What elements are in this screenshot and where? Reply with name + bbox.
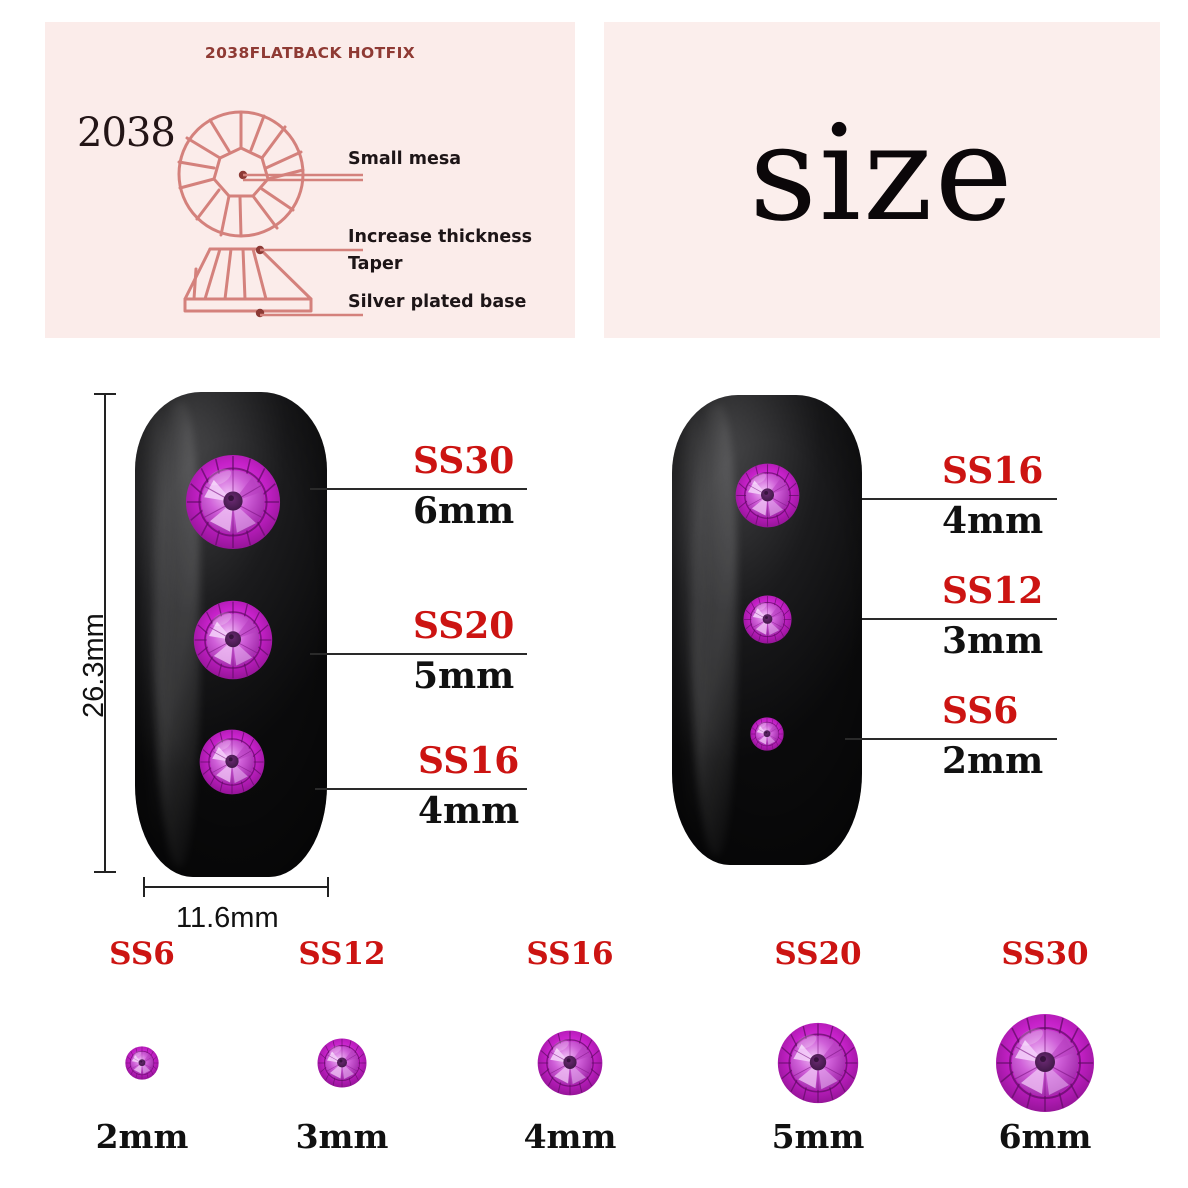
gem-ss12 xyxy=(743,595,792,644)
size-swatch-ss12: SS12 3mm xyxy=(242,930,442,1170)
size-swatch-ss6: SS6 2mm xyxy=(42,930,242,1170)
gem-ss30 xyxy=(995,1013,1095,1113)
gem-ss12 xyxy=(317,1038,367,1088)
swatch-gem-wrapper xyxy=(718,1008,918,1118)
label-ss-code: SS6 xyxy=(942,690,1019,732)
label-left-nail-ss20: SS20 5mm xyxy=(310,605,535,697)
gem-ss20 xyxy=(777,1022,859,1104)
label-mm-value: 5mm xyxy=(413,655,515,697)
flatback-info-panel: 2038FLATBACK HOTFIX 2038 Small mesa xyxy=(45,22,575,338)
gem-ss16 xyxy=(537,1030,603,1096)
label-mm-value: 6mm xyxy=(413,490,515,532)
swatch-mm-value: 6mm xyxy=(998,1117,1092,1156)
dimension-line-horizontal xyxy=(143,886,329,888)
swatch-ss-code: SS6 xyxy=(109,936,175,972)
size-swatch-ss16: SS16 4mm xyxy=(470,930,670,1170)
leader-rule xyxy=(310,653,527,655)
swatch-mm-value: 2mm xyxy=(95,1117,189,1156)
leader-rule xyxy=(315,788,527,790)
leader-rule xyxy=(845,738,1057,740)
gem-ss16 xyxy=(735,463,800,528)
swatch-mm-value: 5mm xyxy=(771,1117,865,1156)
gem-ss30 xyxy=(185,454,281,550)
swatch-mm-value: 3mm xyxy=(295,1117,389,1156)
swatch-gem-wrapper xyxy=(470,1008,670,1118)
label-ss-code: SS12 xyxy=(942,570,1044,612)
callout-silver-plated-base: Silver plated base xyxy=(348,292,527,312)
nail-swatch-right xyxy=(672,395,862,865)
label-mm-value: 4mm xyxy=(418,790,520,832)
label-right-nail-ss16: SS16 4mm xyxy=(862,450,1092,542)
label-left-nail-ss30: SS30 6mm xyxy=(310,440,535,532)
label-right-nail-ss6: SS6 2mm xyxy=(845,690,1075,782)
label-left-nail-ss16: SS16 4mm xyxy=(315,740,540,832)
callout-increase-thickness: Increase thickness xyxy=(348,227,533,247)
label-ss-code: SS20 xyxy=(413,605,515,647)
gem-ss20 xyxy=(193,600,273,680)
label-mm-value: 2mm xyxy=(942,740,1044,782)
swatch-ss-code: SS16 xyxy=(526,936,614,972)
dimension-cap-left xyxy=(143,877,145,897)
swatch-ss-code: SS30 xyxy=(1001,936,1089,972)
size-heading-text: size xyxy=(749,97,1015,251)
callout-small-mesa: Small mesa xyxy=(348,149,462,169)
label-right-nail-ss12: SS12 3mm xyxy=(862,570,1092,662)
size-heading-panel xyxy=(604,22,1160,338)
model-number-label: 2038 xyxy=(77,110,176,156)
label-mm-value: 3mm xyxy=(942,620,1044,662)
dimension-cap-right xyxy=(327,877,329,897)
callout-taper: Taper xyxy=(348,254,403,274)
label-ss-code: SS16 xyxy=(418,740,520,782)
dimension-cap-bottom xyxy=(94,871,116,873)
swatch-gem-wrapper xyxy=(945,1008,1145,1118)
gem-ss16 xyxy=(199,729,265,795)
label-mm-value: 4mm xyxy=(942,500,1044,542)
stone-top-view-diagram xyxy=(177,110,363,238)
swatch-gem-wrapper xyxy=(242,1008,442,1118)
size-swatch-ss30: SS30 6mm xyxy=(945,930,1145,1170)
swatch-mm-value: 4mm xyxy=(523,1117,617,1156)
dimension-label-width: 11.6mm xyxy=(176,902,279,934)
size-comparison-row: SS6 2mm SS12 3mm SS16 4mm SS20 xyxy=(0,930,1188,1170)
panel-title: 2038FLATBACK HOTFIX xyxy=(204,44,416,62)
gem-ss6 xyxy=(125,1046,159,1080)
stone-side-view-diagram xyxy=(183,245,363,318)
gem-ss6 xyxy=(750,717,784,751)
label-ss-code: SS30 xyxy=(413,440,515,482)
dimension-label-height: 26.3mm xyxy=(78,613,110,718)
leader-rule xyxy=(862,498,1057,500)
swatch-gem-wrapper xyxy=(42,1008,242,1118)
swatch-ss-code: SS12 xyxy=(298,936,386,972)
label-ss-code: SS16 xyxy=(942,450,1044,492)
leader-rule xyxy=(862,618,1057,620)
leader-rule xyxy=(310,488,527,490)
swatch-ss-code: SS20 xyxy=(774,936,862,972)
dimension-line-vertical xyxy=(104,393,106,873)
size-heading: size xyxy=(604,22,1160,338)
dimension-cap-top xyxy=(94,393,116,395)
nail-swatch-left xyxy=(135,392,327,877)
size-swatch-ss20: SS20 5mm xyxy=(718,930,918,1170)
